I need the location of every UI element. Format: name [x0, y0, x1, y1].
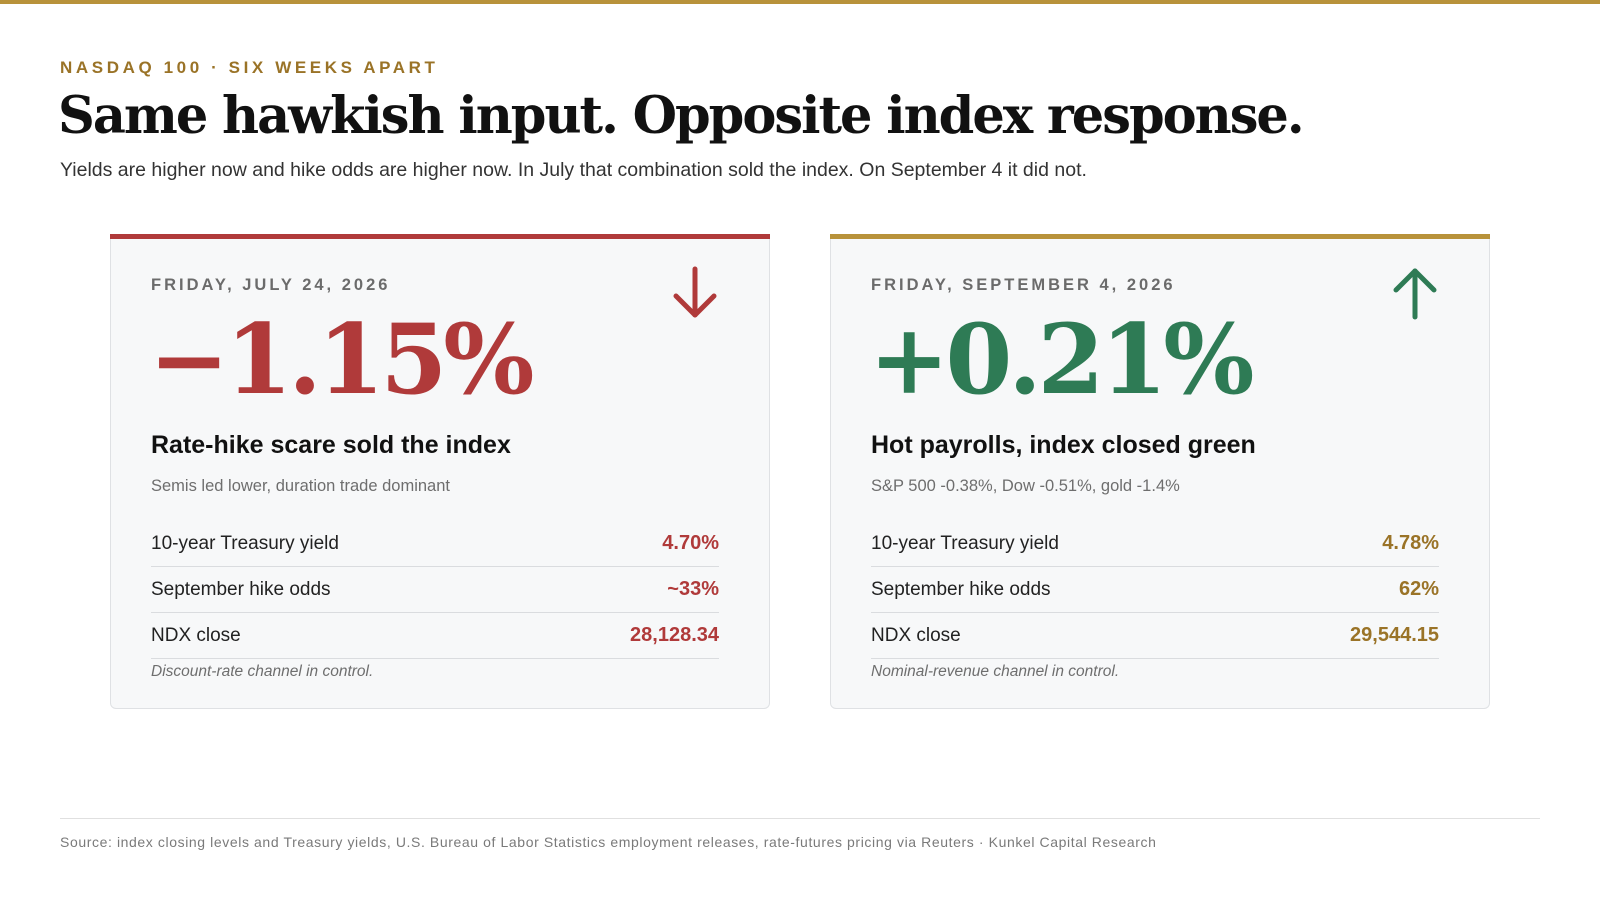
arrow-down-icon [673, 266, 717, 318]
metric-value: 28,128.34 [630, 624, 719, 646]
metric-value: 4.78% [1382, 532, 1439, 554]
metric-label: 10-year Treasury yield [151, 532, 339, 554]
metrics-list: 10-year Treasury yield 4.78% September h… [871, 521, 1439, 659]
metric-value: 4.70% [662, 532, 719, 554]
page-title: Same hawkish input. Opposite index respo… [58, 86, 1305, 146]
metric-row-ndx-close: NDX close 29,544.15 [871, 613, 1439, 659]
change-value: −1.15% [149, 303, 534, 416]
footer-divider [60, 818, 1540, 819]
card-date: FRIDAY, SEPTEMBER 4, 2026 [871, 276, 1176, 294]
card-september: FRIDAY, SEPTEMBER 4, 2026 +0.21% Hot pay… [830, 234, 1490, 709]
metric-label: September hike odds [151, 578, 331, 600]
card-note: Discount-rate channel in control. [151, 663, 374, 680]
metric-row-treasury-yield: 10-year Treasury yield 4.70% [151, 521, 719, 567]
card-title: Hot payrolls, index closed green [871, 431, 1256, 459]
metric-row-ndx-close: NDX close 28,128.34 [151, 613, 719, 659]
metric-label: NDX close [871, 624, 961, 646]
card-note: Nominal-revenue channel in control. [871, 663, 1120, 680]
card-subtitle: S&P 500 -0.38%, Dow -0.51%, gold -1.4% [871, 477, 1180, 495]
metric-label: September hike odds [871, 578, 1051, 600]
metric-label: NDX close [151, 624, 241, 646]
change-value: +0.21% [869, 303, 1254, 416]
card-title: Rate-hike scare sold the index [151, 431, 511, 459]
metric-value: 29,544.15 [1350, 624, 1439, 646]
source-note: Source: index closing levels and Treasur… [60, 834, 1157, 850]
metric-row-treasury-yield: 10-year Treasury yield 4.78% [871, 521, 1439, 567]
metric-row-hike-odds: September hike odds ~33% [151, 567, 719, 613]
metric-label: 10-year Treasury yield [871, 532, 1059, 554]
metrics-list: 10-year Treasury yield 4.70% September h… [151, 521, 719, 659]
card-accent-bar [830, 234, 1490, 239]
card-subtitle: Semis led lower, duration trade dominant [151, 477, 450, 495]
card-accent-bar [110, 234, 770, 239]
metric-value: ~33% [667, 578, 719, 600]
arrow-up-icon [1393, 268, 1437, 320]
top-accent-rule [0, 0, 1600, 4]
card-july: FRIDAY, JULY 24, 2026 −1.15% Rate-hike s… [110, 234, 770, 709]
card-date: FRIDAY, JULY 24, 2026 [151, 276, 391, 294]
kicker: NASDAQ 100 · SIX WEEKS APART [60, 58, 439, 77]
page-subtitle: Yields are higher now and hike odds are … [60, 159, 1087, 181]
metric-row-hike-odds: September hike odds 62% [871, 567, 1439, 613]
metric-value: 62% [1398, 578, 1439, 600]
